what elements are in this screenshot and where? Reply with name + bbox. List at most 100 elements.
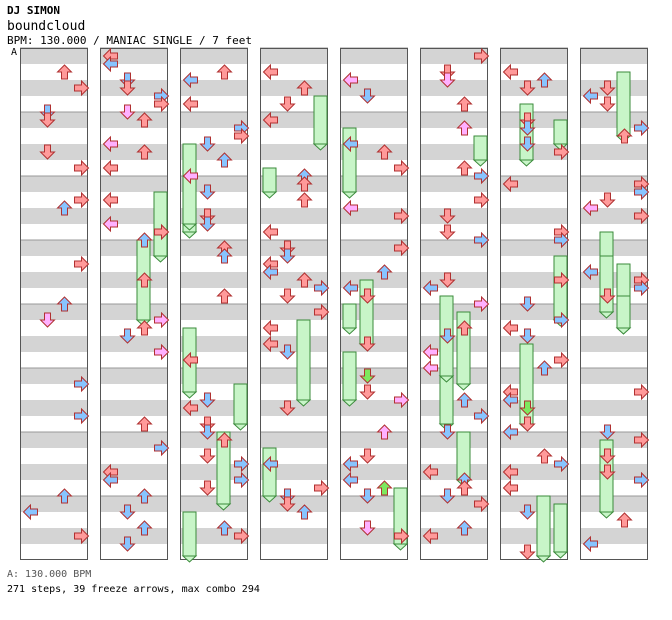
beat-stripe [100,304,168,320]
beat-stripe [260,528,328,544]
beat-stripe [180,400,248,416]
song-artist: DJ SIMON [7,4,60,17]
chart-column [580,47,648,560]
beat-stripe [20,176,88,192]
freeze-arrow [233,383,248,425]
step-arrow [359,448,376,464]
step-arrow [474,295,490,313]
chart-info: BPM: 130.000 / MANIAC SINGLE / 7 feet [7,34,253,47]
beat-stripe [260,368,328,384]
song-title: boundcloud [7,19,86,34]
step-arrow [182,351,198,369]
freeze-arrow [296,319,311,401]
beat-stripe [420,304,488,320]
chart-column [100,47,168,560]
step-arrow [634,119,650,137]
freeze-tail [392,543,409,551]
freeze-arrow [553,119,568,145]
beat-stripe [580,176,648,192]
step-arrow [536,360,553,376]
step-arrow [634,207,650,225]
beat-stripe [580,208,648,224]
step-arrow [422,527,438,545]
beat-stripe [500,464,568,480]
step-arrow [296,192,313,208]
step-arrow [342,71,358,89]
step-arrow [56,200,73,216]
beat-stripe [420,400,488,416]
beat-stripe [580,240,648,256]
step-arrow [456,160,473,176]
step-arrow [439,424,456,440]
step-arrow [359,368,376,384]
beat-stripe [420,112,488,128]
beat-stripe [500,528,568,544]
beat-stripe [500,336,568,352]
step-arrow [296,272,313,288]
column-border [260,48,328,560]
beat-stripe [260,336,328,352]
beat-stripe [180,80,248,96]
step-arrow [554,311,570,329]
step-arrow [234,127,250,145]
step-arrow [39,312,56,328]
step-arrow [616,512,633,528]
step-arrow [234,471,250,489]
step-arrow [154,311,170,329]
step-arrow [136,112,153,128]
freeze-tail [552,551,569,559]
step-arrow [102,471,118,489]
freeze-tail [312,143,329,151]
beat-stripe [20,240,88,256]
beat-stripe [500,176,568,192]
step-arrow [554,231,570,249]
step-arrow [342,279,358,297]
step-arrow [456,392,473,408]
step-arrow [376,264,393,280]
column-border [180,48,248,560]
beat-stripe [340,400,408,416]
step-arrow [342,455,358,473]
step-arrow [182,167,198,185]
step-arrow [536,72,553,88]
beat-stripe [20,208,88,224]
freeze-arrow [182,143,197,225]
step-arrow [216,152,233,168]
beat-stripe [340,48,408,64]
beat-stripe [420,176,488,192]
step-arrow [216,288,233,304]
step-arrow [102,215,118,233]
freeze-arrow [616,295,631,329]
freeze-arrow [553,255,568,321]
beat-stripe [260,432,328,448]
freeze-arrow [599,255,614,313]
freeze-arrow [313,95,328,145]
step-arrow [74,375,90,393]
step-arrow [474,495,490,513]
freeze-arrow [456,431,471,481]
step-arrow [216,520,233,536]
step-arrow [342,199,358,217]
step-arrow [474,167,490,185]
step-arrow [74,159,90,177]
step-arrow [182,71,198,89]
step-arrow [554,271,570,289]
step-arrow [199,136,216,152]
step-arrow [634,431,650,449]
beat-stripe [340,432,408,448]
beat-stripe [500,432,568,448]
beat-stripe [500,304,568,320]
beat-stripe [260,112,328,128]
beat-stripe [580,496,648,512]
step-arrow [216,64,233,80]
step-arrow [394,239,410,257]
freeze-arrow [553,503,568,553]
beat-stripe [500,368,568,384]
section-marker: A [11,47,18,58]
step-arrow [56,296,73,312]
step-arrow [74,527,90,545]
beat-stripe [500,496,568,512]
beat-stripe [20,368,88,384]
step-arrow [456,120,473,136]
